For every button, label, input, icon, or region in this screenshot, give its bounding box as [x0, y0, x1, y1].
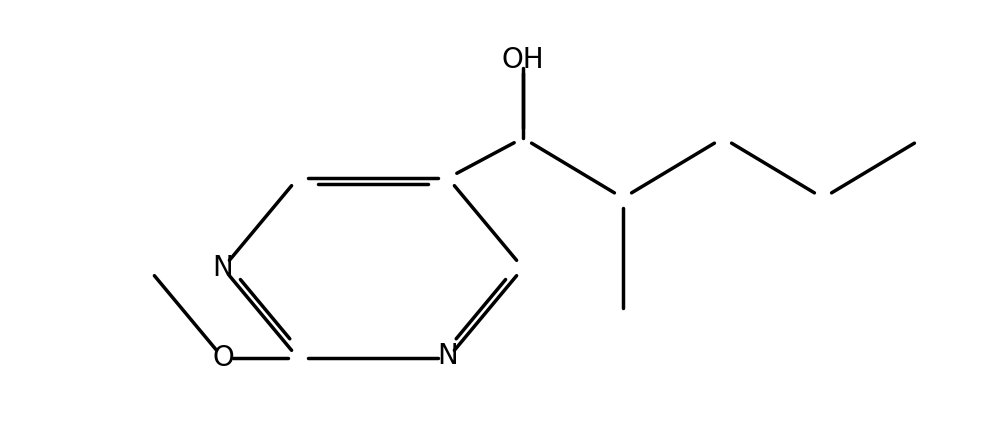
- Text: N: N: [438, 342, 459, 370]
- Text: N: N: [213, 254, 233, 282]
- Text: O: O: [213, 344, 234, 372]
- Text: OH: OH: [501, 46, 544, 74]
